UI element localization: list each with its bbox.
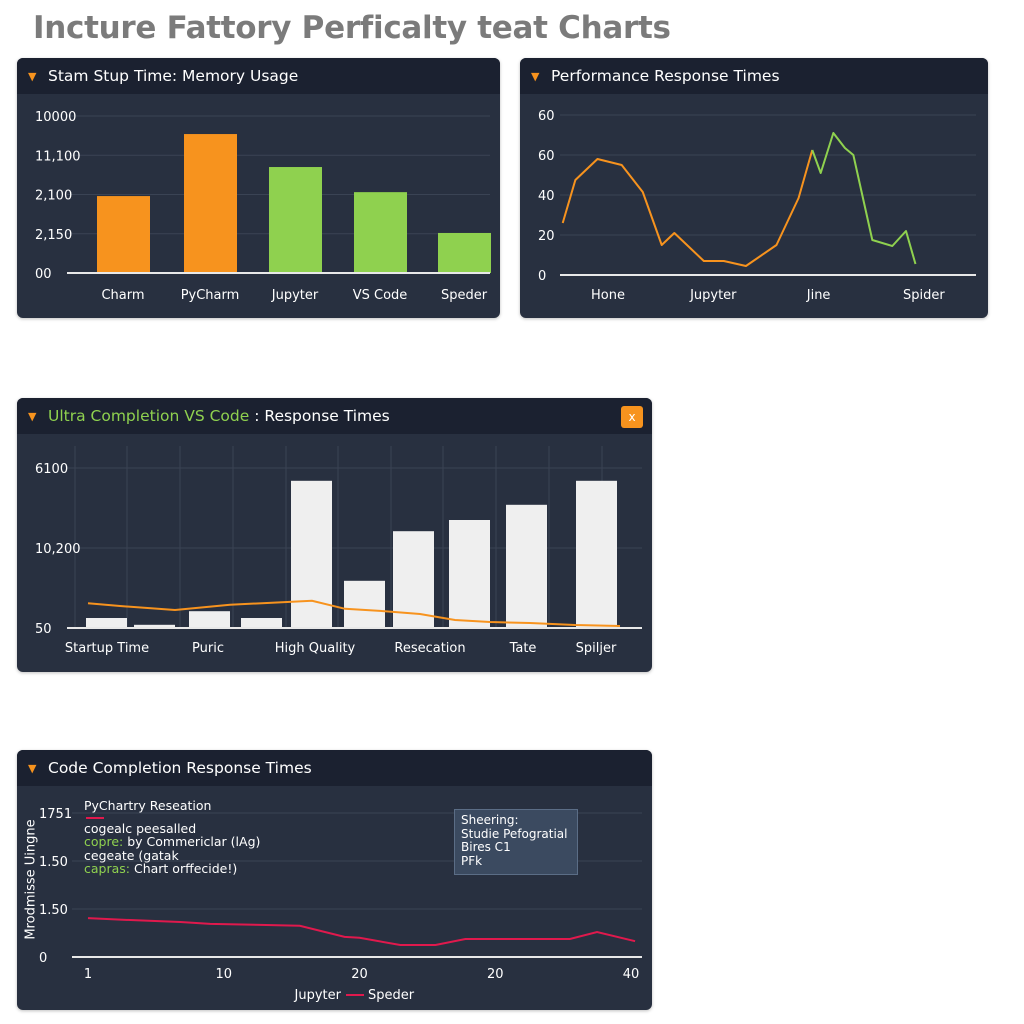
chevron-down-icon[interactable]: ▼ bbox=[28, 70, 37, 83]
chart-title: Performance Response Times bbox=[551, 67, 780, 85]
panel-header: ▼ Code Completion Response Times bbox=[17, 750, 652, 786]
x-tick-label: Charm bbox=[101, 288, 144, 303]
page-title: Incture Fattory Perficalty teat Charts bbox=[33, 10, 671, 46]
x-tick-label: Spiljer bbox=[576, 641, 617, 656]
bar bbox=[189, 611, 230, 628]
x-tick-label: VS Code bbox=[353, 288, 408, 303]
line-chart: 0 1.50 1.50 1751 1 10 20 20 40 Jupyter Speder bbox=[39, 807, 642, 1003]
x-tick-label: 40 bbox=[623, 967, 640, 982]
y-tick-label: 40 bbox=[538, 189, 555, 204]
bar bbox=[241, 618, 282, 628]
code-completion-panel: 0 1.50 1.50 1751 1 10 20 20 40 Jupyter Speder ▼ Co… bbox=[17, 750, 652, 1010]
bar bbox=[269, 167, 322, 273]
y-tick-label: 1751 bbox=[39, 807, 72, 822]
series-line bbox=[811, 132, 917, 265]
chevron-down-icon[interactable]: ▼ bbox=[28, 762, 37, 775]
bar bbox=[449, 520, 490, 628]
x-tick-label: 20 bbox=[351, 967, 368, 982]
x-tick-label: Puric bbox=[192, 641, 224, 656]
x-tick-label: Resecation bbox=[394, 641, 465, 656]
tooltip-line: Sheering: bbox=[461, 813, 519, 827]
ultra-completion-panel: 50 10,200 6100 Startup Time Puric High Qualit… bbox=[17, 398, 652, 672]
y-tick-label: 1.50 bbox=[39, 855, 68, 870]
y-tick-label: 50 bbox=[35, 622, 52, 637]
y-axis-label: Mrodmisse Uingne bbox=[23, 819, 39, 940]
bar bbox=[506, 504, 547, 628]
y-tick-label: 20 bbox=[538, 229, 555, 244]
y-tick-label: 00 bbox=[35, 267, 52, 282]
annotation-block: PyChartry Reseation cogealc peesalled co… bbox=[84, 799, 260, 876]
annotation-swatch bbox=[86, 816, 104, 819]
y-tick-label: 0 bbox=[538, 269, 546, 284]
chart-title: Code Completion Response Times bbox=[48, 759, 312, 777]
bar bbox=[438, 232, 491, 273]
x-tick-label: 10 bbox=[215, 967, 232, 982]
annotation-line: capras: Chart orffecide!) bbox=[84, 861, 238, 876]
x-tick-label: Jupyter bbox=[271, 288, 319, 303]
y-tick-label: 60 bbox=[538, 149, 555, 164]
tooltip: Sheering: Studie Pefogratial Bires C1 PF… bbox=[454, 809, 578, 875]
y-tick-label: 0 bbox=[39, 951, 47, 966]
performance-panel: ▼ Performance Response Times 0 20 40 60 60 Ho… bbox=[520, 58, 988, 318]
close-icon[interactable]: x bbox=[621, 406, 643, 428]
y-tick-label: 2,100 bbox=[35, 189, 72, 204]
tooltip-line: PFk bbox=[461, 853, 483, 868]
panel-header: ▼ Performance Response Times bbox=[520, 58, 988, 94]
y-tick-label: 1.50 bbox=[39, 903, 68, 918]
legend-label: Speder bbox=[368, 988, 415, 1003]
bar bbox=[86, 618, 127, 628]
bar bbox=[184, 134, 237, 273]
bar-chart: 00 2,150 2,100 11,100 10000 Charm PyCharm Jupyt… bbox=[35, 110, 491, 303]
annotation-line: cogealc peesalled bbox=[84, 820, 197, 836]
chevron-down-icon[interactable]: ▼ bbox=[28, 410, 37, 423]
annotation-line: cegeate (gatak bbox=[84, 847, 179, 863]
tooltip-line: Bires C1 bbox=[461, 840, 511, 854]
chevron-down-icon[interactable]: ▼ bbox=[531, 70, 540, 83]
chart-title-rest: : Response Times bbox=[254, 407, 390, 425]
y-tick-label: 2,150 bbox=[35, 228, 72, 243]
x-tick-label: Spider bbox=[903, 288, 945, 303]
legend-label: Jupyter bbox=[294, 988, 342, 1003]
x-tick-label: Jine bbox=[806, 288, 831, 303]
line-chart: 0 20 40 60 60 Hone Jupyter Jine Spider bbox=[538, 109, 976, 303]
x-tick-label: Startup Time bbox=[65, 641, 149, 656]
x-tick-label: Hone bbox=[591, 288, 625, 303]
panel-header: ▼ Stam Stup Time: Memory Usage bbox=[17, 58, 500, 94]
annotation-line: copre: by Commericlar (lAg) bbox=[84, 834, 261, 849]
series-line bbox=[561, 149, 814, 267]
chart-title: Stam Stup Time: Memory Usage bbox=[48, 67, 299, 85]
chart-title: Ultra Completion VS Code : Response Time… bbox=[48, 398, 390, 435]
x-tick-label: 20 bbox=[487, 967, 504, 982]
x-tick-label: High Quality bbox=[275, 641, 356, 656]
memory-usage-panel: ▼ Stam Stup Time: Memory Usage 00 2,150 2,… bbox=[17, 58, 500, 318]
panel-header: ▼ Ultra Completion VS Code : Response Ti… bbox=[17, 398, 652, 434]
x-tick-label: Jupyter bbox=[689, 288, 737, 303]
bar-line-chart: 50 10,200 6100 Startup Time Puric High Qualit… bbox=[35, 446, 642, 656]
bar bbox=[134, 624, 175, 628]
x-tick-label: PyCharm bbox=[181, 288, 240, 303]
bar bbox=[97, 196, 150, 273]
bar bbox=[291, 480, 332, 628]
x-tick-label: Tate bbox=[509, 641, 537, 656]
y-tick-label: 11,100 bbox=[35, 149, 81, 164]
bar bbox=[576, 480, 617, 628]
x-tick-label: Speder bbox=[441, 288, 488, 303]
y-tick-label: 6100 bbox=[35, 462, 68, 477]
y-tick-label: 60 bbox=[538, 109, 555, 124]
annotation-heading: PyChartry Reseation bbox=[84, 798, 212, 813]
trend-line bbox=[87, 599, 621, 627]
y-tick-label: 10,200 bbox=[35, 542, 81, 557]
tooltip-line: Studie Pefogratial bbox=[461, 826, 568, 841]
x-tick-label: 1 bbox=[84, 967, 92, 982]
bar bbox=[344, 580, 385, 628]
chart-title-highlight: Ultra Completion VS Code bbox=[48, 407, 250, 425]
bar bbox=[354, 192, 407, 273]
series-line bbox=[87, 917, 636, 946]
y-tick-label: 10000 bbox=[35, 110, 76, 125]
